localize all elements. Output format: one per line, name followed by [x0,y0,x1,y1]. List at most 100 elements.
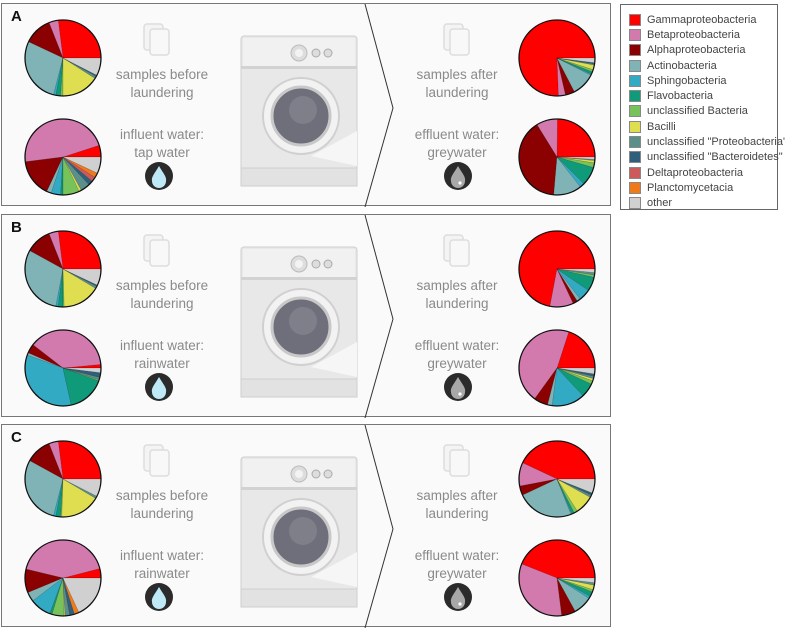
washing-machine-illustration [240,35,358,187]
laundry-samples-icon [443,23,470,56]
panel-label: B [11,219,22,236]
legend-item: other [629,196,777,211]
legend-label: Deltaproteobacteria [647,166,744,179]
caption-samples-after-line: laundering [425,506,489,521]
caption-samples-after-line: laundering [425,296,489,311]
legend-swatch [629,151,641,164]
legend-swatch [629,74,641,87]
legend-item: Actinobacteria [629,58,777,73]
legend-item: unclassified "Bacteroidetes" [629,150,783,165]
legend-swatch [629,59,641,72]
pie-influent-water [24,329,102,407]
caption-influent-water-line: tap water [134,145,190,160]
legend-swatch [629,181,641,194]
pie-effluent-water [518,539,596,617]
effluent-water-drop-icon [444,373,472,401]
legend-swatch [629,120,641,133]
caption-samples-before-line: samples before [115,488,209,503]
legend-swatch [629,28,641,41]
caption-samples-after-line: laundering [425,85,489,100]
caption-effluent-water-line: effluent water: [414,548,500,563]
caption-effluent-water-line: greywater [427,356,487,371]
legend-label: Bacilli [647,120,676,133]
caption-samples-after: samples after laundering [392,277,522,313]
process-chevron [364,425,394,628]
effluent-water-drop-icon [444,162,472,190]
influent-water-drop-icon [145,162,173,190]
caption-samples-before-line: laundering [130,296,194,311]
process-chevron [364,4,394,207]
legend-swatch [629,44,641,57]
legend-label: unclassified Bacteria [647,105,748,118]
laundry-samples-icon [143,444,170,477]
legend-swatch [629,105,641,118]
legend-swatch [629,136,641,149]
pie-outline [24,329,102,407]
pie-slice-gammaproteobacteria [58,19,102,59]
pie-outline [24,230,102,308]
washing-machine-illustration [240,246,358,398]
legend-label: Planctomycetacia [647,181,734,194]
legend-label: unclassified "Bacteroidetes" [647,151,783,164]
laundry-samples-icon [443,444,470,477]
influent-water-drop-icon [145,373,173,401]
pie-outline [518,230,596,308]
pie-outline [24,440,102,518]
legend-swatch [629,197,641,210]
caption-influent-water-line: rainwater [134,356,190,371]
laundry-samples-icon [143,23,170,56]
legend-item: Gammaproteobacteria [629,12,777,27]
pie-influent-water [24,539,102,617]
legend-item: Alphaproteobacteria [629,43,777,58]
caption-influent-water-line: influent water: [119,127,205,142]
legend-label: Gammaproteobacteria [647,13,757,26]
laundry-samples-icon [443,234,470,267]
laundry-samples-icon [143,234,170,267]
washing-machine-illustration [240,456,358,608]
caption-samples-before: samples before laundering [97,487,227,523]
pie-outline [518,539,596,617]
caption-samples-after-line: samples after [416,488,498,503]
legend-label: Flavobacteria [647,90,714,103]
caption-effluent-water: effluent water: greywater [392,126,522,162]
legend-label: other [647,197,673,210]
caption-samples-before-line: samples before [115,278,209,293]
panel-label: A [11,8,22,25]
legend-label: Betaproteobacteria [647,28,740,41]
caption-samples-after-line: samples after [416,278,498,293]
pie-samples-before [24,230,102,308]
pie-effluent-water [518,329,596,407]
effluent-water-drop-icon [444,583,472,611]
caption-samples-before-line: laundering [130,85,194,100]
pie-outline [518,329,596,407]
pie-slice-gammaproteobacteria [58,440,102,480]
pie-influent-water [24,118,102,196]
caption-influent-water: influent water: rainwater [97,337,227,373]
legend-swatch [629,166,641,179]
caption-samples-before-line: samples before [115,67,209,82]
caption-samples-before: samples before laundering [97,66,227,102]
legend-item: unclassified "Proteobacteria" [629,134,785,149]
caption-effluent-water-line: effluent water: [414,338,500,353]
legend-item: Sphingobacteria [629,73,777,88]
caption-samples-after: samples after laundering [392,487,522,523]
pie-slice-gammaproteobacteria [58,230,102,270]
pie-effluent-water [518,118,596,196]
caption-samples-after: samples after laundering [392,66,522,102]
legend-item: Bacilli [629,119,777,134]
caption-effluent-water: effluent water: greywater [392,337,522,373]
legend-swatch [629,13,641,26]
process-chevron [364,215,394,418]
pie-outline [518,440,596,518]
influent-water-drop-icon [145,583,173,611]
caption-samples-after-line: samples after [416,67,498,82]
legend-label: unclassified "Proteobacteria" [647,136,785,149]
legend-swatch [629,90,641,103]
pie-samples-after [518,230,596,308]
caption-samples-before: samples before laundering [97,277,227,313]
pie-samples-after [518,440,596,518]
pie-outline [24,118,102,196]
legend-item: Planctomycetacia [629,180,777,195]
